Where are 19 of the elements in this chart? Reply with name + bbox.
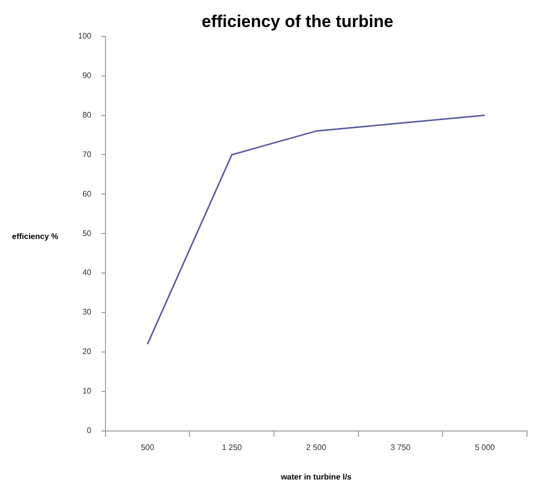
y-axis-title: efficiency % (12, 232, 58, 241)
y-tick-label: 40 (82, 268, 92, 278)
y-tick-label: 70 (82, 150, 92, 159)
y-tick-label: 100 (78, 32, 92, 41)
x-tick-label: 5 000 (474, 442, 496, 452)
y-tick-label: 60 (82, 189, 92, 198)
x-tick-label: 2 500 (306, 442, 327, 452)
y-tick-label: 90 (82, 71, 92, 80)
x-axis-title: water in turbine l/s (280, 472, 352, 482)
x-tick-label: 1 250 (222, 442, 242, 452)
y-tick-label: 0 (86, 426, 92, 436)
y-tick-label: 10 (82, 386, 92, 396)
y-tick-label: 50 (82, 228, 92, 238)
y-tick-label: 80 (82, 110, 92, 120)
x-tick-label: 500 (140, 442, 155, 452)
y-tick-label: 30 (82, 308, 92, 317)
x-tick-label: 3 750 (390, 442, 412, 452)
y-tick-label: 20 (82, 347, 92, 356)
chart-title: efficiency of the turbine (202, 12, 394, 31)
